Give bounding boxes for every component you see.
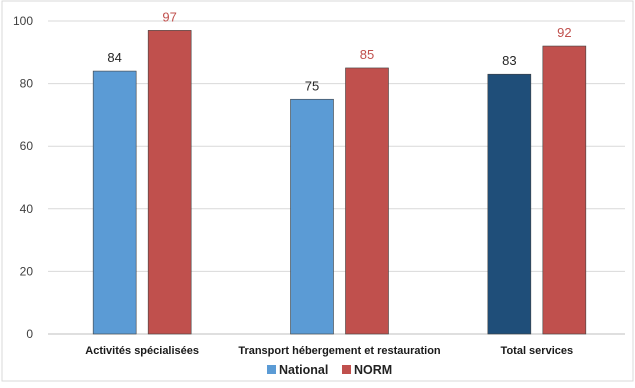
y-tick-label: 20 (20, 264, 34, 278)
bars: 84 97 75 85 83 92 (92, 9, 587, 335)
y-tick-label: 80 (20, 77, 34, 91)
bar-norm (147, 30, 192, 335)
y-axis: 0 20 40 60 80 100 (13, 14, 33, 341)
data-label: 84 (107, 50, 121, 65)
category-label: Activités spécialisées (85, 345, 199, 357)
bar-national (290, 98, 334, 335)
data-label: 85 (360, 47, 374, 62)
y-tick-label: 0 (26, 327, 33, 341)
data-label: 97 (162, 9, 176, 24)
bar-norm (542, 45, 587, 335)
data-label: 92 (557, 25, 571, 40)
bar-national (92, 70, 137, 335)
legend-swatch (342, 365, 351, 374)
data-label: 75 (305, 78, 319, 93)
legend: National NORM (267, 363, 392, 377)
legend-swatch (267, 365, 276, 374)
y-tick-label: 100 (13, 14, 33, 28)
legend-label: National (279, 363, 328, 377)
y-tick-label: 40 (20, 202, 34, 216)
bar-norm (345, 67, 389, 335)
legend-label: NORM (354, 363, 392, 377)
category-label: Transport hébergement et restauration (238, 345, 441, 357)
x-axis: Activités spécialisées Transport hébergem… (85, 345, 573, 357)
category-label: Total services (501, 345, 574, 357)
y-tick-label: 60 (20, 139, 34, 153)
bar-national (487, 73, 532, 335)
data-label: 83 (502, 53, 516, 68)
